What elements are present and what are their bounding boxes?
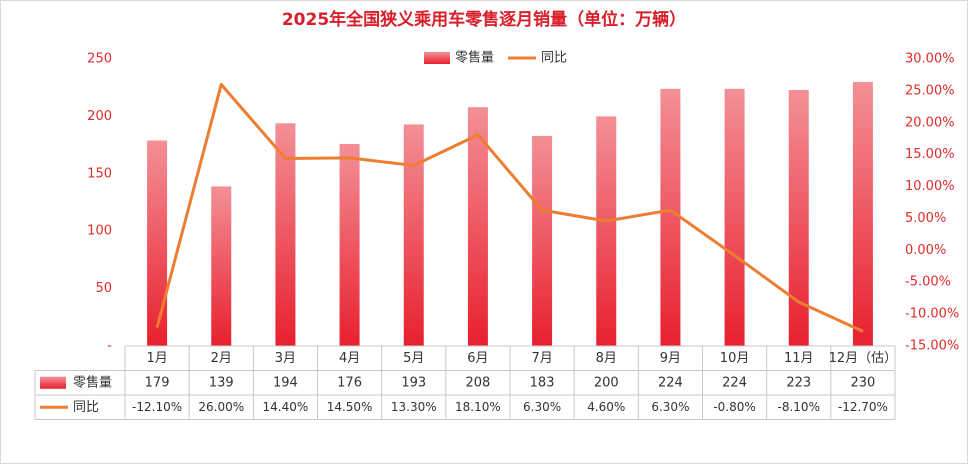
x-tick-label: 3月 xyxy=(275,351,296,366)
chart-title: 2025年全国狭义乘用车零售逐月销量（单位：万辆） xyxy=(282,9,686,30)
table-value: 183 xyxy=(530,375,555,390)
table-value: 230 xyxy=(851,375,876,390)
bar xyxy=(788,89,809,346)
table-value: 223 xyxy=(786,375,811,390)
y-tick-label: 150 xyxy=(87,166,112,181)
bar xyxy=(403,124,424,346)
x-tick-label: 4月 xyxy=(339,351,360,366)
y2-tick-label: 10.00% xyxy=(905,179,955,194)
table-value: 224 xyxy=(658,375,683,390)
table-value: 4.60% xyxy=(587,400,625,414)
y-tick-label: 100 xyxy=(87,224,112,239)
x-tick-label: 1月 xyxy=(146,351,167,366)
x-tick-label: 12月（估） xyxy=(829,351,898,366)
table-value: 13.30% xyxy=(391,400,437,414)
x-tick-label: 11月 xyxy=(784,351,814,366)
table-value: 14.50% xyxy=(327,400,373,414)
x-tick-label: 6月 xyxy=(467,351,488,366)
legend-label: 零售量 xyxy=(455,50,494,66)
table-value: -12.70% xyxy=(838,400,888,414)
x-tick-label: 5月 xyxy=(403,351,424,366)
table-value: 26.00% xyxy=(198,400,244,414)
y2-tick-label: -5.00% xyxy=(905,275,951,290)
x-tick-label: 7月 xyxy=(531,351,552,366)
y-tick-label: 250 xyxy=(87,52,112,67)
table-swatch xyxy=(40,376,66,389)
bar xyxy=(211,186,232,346)
bar xyxy=(275,123,296,347)
table-value: 179 xyxy=(145,375,170,390)
bar xyxy=(532,135,553,346)
y2-tick-label: -10.00% xyxy=(905,307,959,322)
x-tick-label: 10月 xyxy=(720,351,750,366)
y2-tick-label: 25.00% xyxy=(905,83,955,98)
bar xyxy=(660,88,681,347)
y-tick-label: 50 xyxy=(95,281,112,296)
bar xyxy=(147,140,168,346)
table-value: -0.80% xyxy=(713,400,755,414)
y-tick-label: 200 xyxy=(87,109,112,124)
bar xyxy=(852,81,873,347)
table-value: 193 xyxy=(401,375,426,390)
legend-label: 同比 xyxy=(541,51,567,66)
y2-tick-label: 15.00% xyxy=(905,147,955,162)
table-value: -12.10% xyxy=(132,400,182,414)
bar xyxy=(339,143,360,346)
bar xyxy=(724,88,745,347)
table-value: 208 xyxy=(466,375,491,390)
table-value: 200 xyxy=(594,375,619,390)
table-value: -8.10% xyxy=(778,400,820,414)
table-value: 6.30% xyxy=(651,400,689,414)
y2-tick-label: -15.00% xyxy=(905,339,959,354)
legend-swatch xyxy=(424,52,450,64)
y2-tick-label: 0.00% xyxy=(905,243,946,258)
table-value: 14.40% xyxy=(263,400,309,414)
y2-tick-label: 20.00% xyxy=(905,115,955,130)
x-tick-label: 2月 xyxy=(211,351,232,366)
table-value: 6.30% xyxy=(523,400,561,414)
table-row-label: 同比 xyxy=(73,400,99,415)
y-tick-label: - xyxy=(107,339,112,354)
table-value: 224 xyxy=(722,375,747,390)
table-value: 139 xyxy=(209,375,234,390)
table-row-label: 零售量 xyxy=(73,374,112,390)
bar xyxy=(596,116,617,347)
bar xyxy=(467,107,488,346)
x-tick-label: 9月 xyxy=(660,351,681,366)
line xyxy=(155,83,864,333)
table-value: 176 xyxy=(337,375,362,390)
table-value: 18.10% xyxy=(455,400,501,414)
table-value: 194 xyxy=(273,375,298,390)
x-tick-label: 8月 xyxy=(596,351,617,366)
y2-tick-label: 30.00% xyxy=(905,52,955,67)
y2-tick-label: 5.00% xyxy=(905,211,946,226)
